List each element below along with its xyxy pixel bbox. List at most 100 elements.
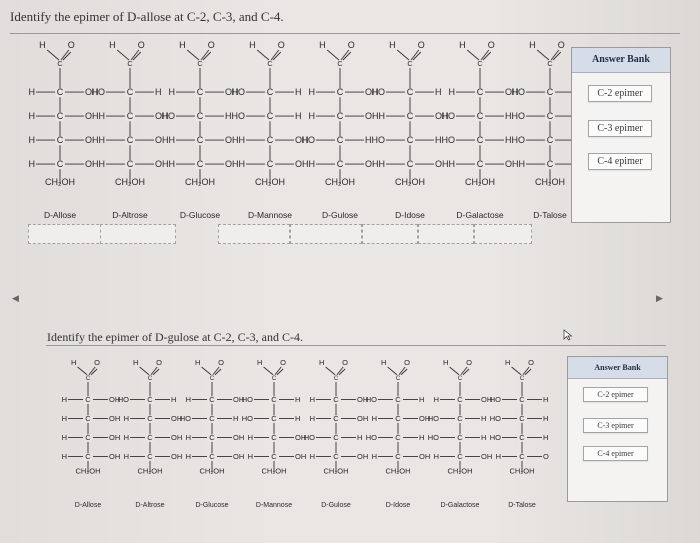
backbone-carbon-label: C	[147, 414, 153, 423]
backbone-carbon-label: C	[333, 395, 339, 404]
right-substituent: OH	[295, 452, 306, 461]
aldehyde-bond-o	[274, 366, 282, 376]
carbon-label-bg	[270, 415, 278, 423]
backbone-carbon-label: C	[547, 87, 554, 97]
aldehyde-c-label: C	[148, 376, 153, 382]
backbone-carbon-label: C	[197, 159, 204, 169]
backbone-carbon-label: C	[267, 111, 274, 121]
answer-drop-zone[interactable]	[290, 224, 362, 244]
answer-drop-zone[interactable]	[418, 224, 474, 244]
scroll-right-icon[interactable]: ▶	[656, 294, 663, 304]
aldehyde-bond-o	[340, 49, 350, 61]
answer-item-2-c2-epimer[interactable]: C-2 epimer	[583, 387, 648, 402]
backbone-carbon-label: C	[209, 414, 215, 423]
carbon-label-bg	[394, 415, 402, 423]
carbon-label-bg	[332, 453, 340, 461]
backbone-carbon-label: C	[333, 414, 339, 423]
backbone-carbon-label: C	[197, 87, 204, 97]
aldehyde-double-bond	[276, 368, 284, 376]
left-substituent: H	[449, 159, 456, 169]
aldehyde-o-label: O	[348, 40, 355, 50]
aldehyde-double-bond	[152, 368, 160, 376]
sugar-name-label: D-Galactose	[456, 210, 504, 220]
left-substituent: HO	[428, 433, 439, 442]
carbon-label-bg	[456, 415, 464, 423]
aldehyde-h-label: H	[319, 358, 324, 367]
aldehyde-bond-o	[150, 366, 158, 376]
left-substituent: H	[62, 414, 67, 423]
backbone-carbon-label: C	[407, 135, 414, 145]
left-substituent: HO	[428, 414, 439, 423]
aldehyde-double-bond	[62, 51, 72, 61]
backbone-carbon-label: C	[85, 433, 91, 442]
left-substituent: H	[99, 111, 106, 121]
aldehyde-c-label: C	[547, 59, 552, 68]
answer-item-2-c4-epimer[interactable]: C-4 epimer	[583, 446, 648, 461]
aldehyde-o-label: O	[208, 40, 215, 50]
backbone-carbon-label: C	[337, 87, 344, 97]
carbon-label-bg	[208, 434, 216, 442]
answer-drop-zone[interactable]	[218, 224, 290, 244]
left-substituent: HO	[490, 433, 501, 442]
left-substituent: H	[124, 414, 129, 423]
right-substituent: OH	[85, 87, 99, 97]
sugar-name-label: D-Talose	[508, 502, 536, 509]
aldehyde-c-label: C	[334, 376, 339, 382]
answer-drop-zone[interactable]	[100, 224, 176, 244]
aldehyde-c-label: C	[57, 59, 62, 68]
aldehyde-double-bond	[132, 51, 142, 61]
left-substituent: H	[29, 87, 36, 97]
scroll-left-icon[interactable]: ◀	[12, 294, 19, 304]
backbone-carbon-label: C	[477, 87, 484, 97]
ch2oh-label: CH₂OH	[115, 177, 145, 187]
carbon-label-bg	[208, 415, 216, 423]
left-substituent: H	[169, 135, 176, 145]
aldehyde-bond-h	[325, 366, 336, 376]
carbon-label-bg	[406, 136, 414, 146]
left-substituent: H	[309, 87, 316, 97]
aldehyde-o-label: O	[342, 358, 348, 367]
backbone-carbon-label: C	[209, 395, 215, 404]
answer-item-c2-epimer[interactable]: C-2 epimer	[588, 85, 652, 102]
left-substituent: H	[248, 452, 253, 461]
left-substituent: HO	[232, 87, 246, 97]
answer-item-c3-epimer[interactable]: C-3 epimer	[588, 120, 652, 137]
question-2-title: Identify the epimer of D-gulose at C-2, …	[47, 330, 303, 344]
backbone-carbon-label: C	[147, 395, 153, 404]
ch2oh-label: CH₂OH	[262, 466, 287, 475]
answer-drop-zone[interactable]	[362, 224, 418, 244]
answer-item-2-c3-epimer[interactable]: C-3 epimer	[583, 418, 648, 433]
right-substituent: OH	[419, 414, 430, 423]
aldehyde-double-bond	[214, 368, 222, 376]
carbon-label-bg	[196, 88, 204, 98]
right-substituent: OH	[109, 433, 120, 442]
aldehyde-bond-o	[212, 366, 220, 376]
left-substituent: H	[239, 135, 246, 145]
carbon-label-bg	[456, 434, 464, 442]
left-substituent: H	[99, 135, 106, 145]
aldehyde-h-label: H	[179, 40, 186, 50]
answer-bank-1: Answer Bank C-2 epimer C-3 epimer C-4 ep…	[571, 47, 671, 223]
answer-drop-zone[interactable]	[474, 224, 532, 244]
carbon-label-bg	[126, 136, 134, 146]
backbone-carbon-label: C	[197, 111, 204, 121]
backbone-carbon-label: C	[337, 135, 344, 145]
answer-item-c4-epimer[interactable]: C-4 epimer	[588, 153, 652, 170]
aldehyde-double-bond	[342, 51, 352, 61]
aldehyde-bond-h	[326, 49, 340, 61]
aldehyde-bond-h	[256, 49, 270, 61]
answer-bank-2: Answer Bank C-2 epimer C-3 epimer C-4 ep…	[567, 356, 668, 502]
carbon-label-bg	[406, 160, 414, 170]
question-2-top-rule	[46, 345, 666, 346]
ch2oh-label: CH₂OH	[325, 177, 355, 187]
backbone-carbon-label: C	[395, 395, 401, 404]
carbon-label-bg	[336, 136, 344, 146]
backbone-carbon-label: C	[519, 452, 525, 461]
aldehyde-h-label: H	[195, 358, 200, 367]
horizontal-scrollbar[interactable]: ◀ ▶	[0, 294, 670, 306]
left-substituent: H	[29, 159, 36, 169]
